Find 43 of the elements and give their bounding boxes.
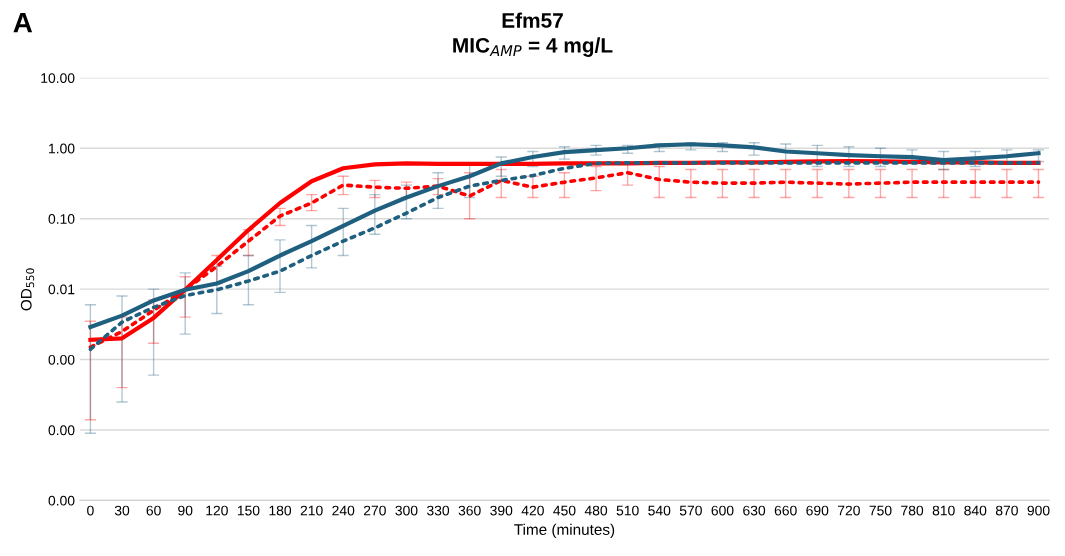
- y-tick-label: 0.00: [48, 425, 75, 436]
- x-tick-label: 300: [395, 505, 418, 516]
- x-tick-label: 180: [269, 505, 292, 516]
- y-tick-label: 1.00: [49, 143, 75, 154]
- y-tick-label: 0.10: [48, 214, 75, 224]
- x-tick-label: 750: [869, 505, 892, 516]
- x-tick-label: 390: [490, 505, 513, 516]
- x-tick-label: 780: [901, 505, 924, 516]
- x-axis-title: Time (minutes): [514, 523, 615, 538]
- x-tick-label: 570: [679, 505, 702, 516]
- y-axis-title: OD$_{550}$: [20, 268, 35, 311]
- text: A: [13, 13, 33, 33]
- x-tick-label: 150: [237, 505, 260, 516]
- x-tick-label: 810: [932, 505, 955, 516]
- x-tick-label: 330: [426, 505, 450, 516]
- x-tick-label: 90: [178, 505, 193, 516]
- x-tick-label: 420: [521, 505, 544, 516]
- x-tick-label: 510: [616, 505, 639, 516]
- x-tick-label: 0: [87, 505, 94, 516]
- x-tick-label: 840: [964, 505, 987, 516]
- x-tick-label: 270: [363, 505, 386, 516]
- y-tick-label: 0.00: [48, 354, 75, 365]
- x-tick-label: 480: [584, 505, 608, 516]
- y-tick-label: 0.01: [48, 284, 75, 295]
- x-tick-label: 210: [300, 505, 323, 516]
- x-tick-label: 720: [838, 505, 860, 516]
- x-tick-label: 30: [114, 505, 130, 516]
- x-tick-label: 660: [774, 505, 797, 516]
- x-tick-label: 60: [146, 505, 161, 516]
- x-tick-label: 240: [332, 505, 355, 516]
- x-tick-label: 900: [1027, 505, 1050, 516]
- chart-subtitle: MIC$_{AMP}$ = 4 mg/L: [453, 37, 613, 57]
- x-tick-label: 690: [806, 505, 829, 516]
- x-tick-label: 120: [206, 505, 228, 516]
- x-tick-label: 630: [743, 505, 766, 516]
- x-tick-label: 600: [711, 505, 734, 516]
- y-tick-label: 0.00: [48, 495, 75, 506]
- chart-title: Efm57: [502, 12, 563, 28]
- x-tick-label: 870: [995, 505, 1018, 516]
- y-tick-label: 10.00: [41, 73, 75, 84]
- x-tick-label: 360: [458, 505, 481, 516]
- x-tick-label: 540: [648, 505, 671, 516]
- x-tick-label: 450: [553, 505, 576, 516]
